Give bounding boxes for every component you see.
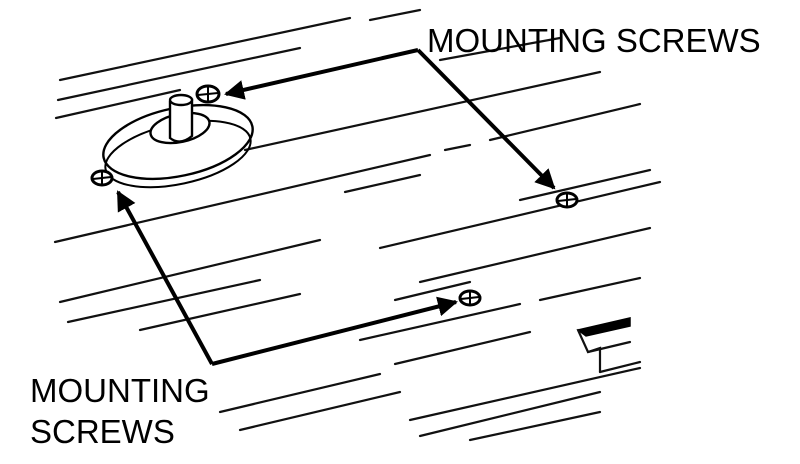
leader-top xyxy=(224,48,556,190)
shaft-boss xyxy=(102,93,254,189)
leader-bottom xyxy=(116,190,458,366)
screw-head-icon xyxy=(90,169,114,187)
label-mounting-bottom: MOUNTING xyxy=(30,372,210,409)
surface-hatching xyxy=(53,8,662,442)
screw-head-icon xyxy=(458,289,482,307)
ledge-step xyxy=(576,317,642,374)
screw-head-icon xyxy=(555,191,579,209)
label-mounting-screws-top: MOUNTING SCREWS xyxy=(427,22,761,59)
label-screws-bottom: SCREWS xyxy=(30,413,175,450)
screw-head-icon xyxy=(195,84,221,104)
